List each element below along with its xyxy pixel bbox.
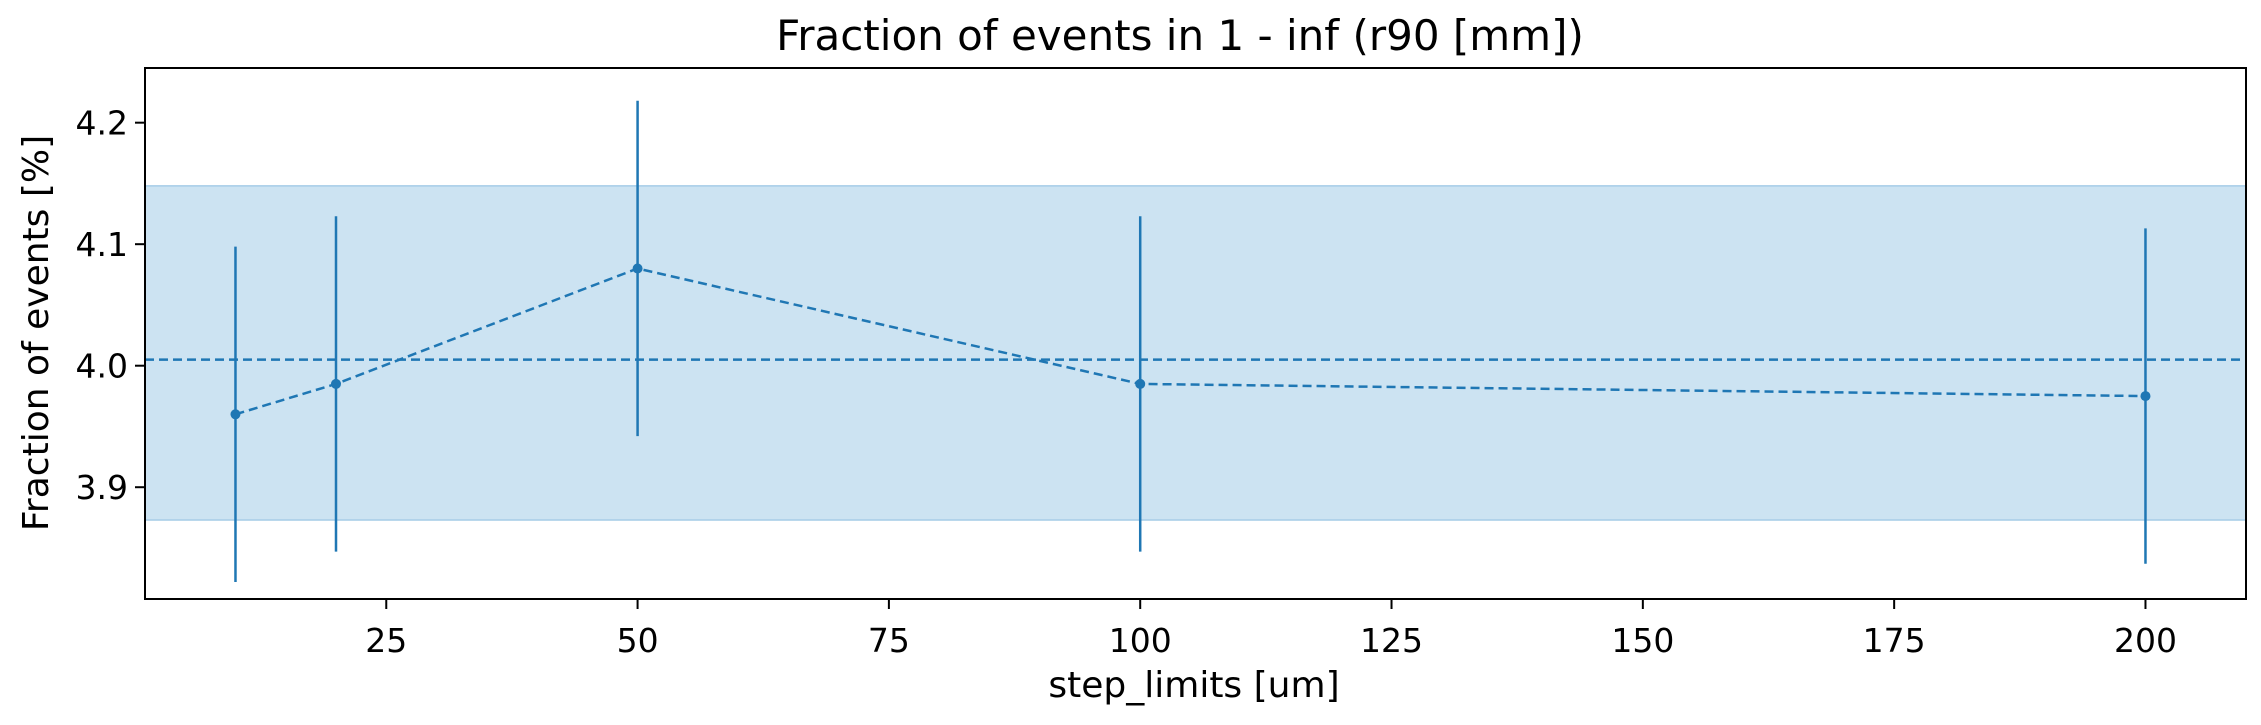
x-tick-label: 150 [1611,621,1674,660]
uncertainty-band [144,185,2247,521]
x-tick-label: 125 [1360,621,1423,660]
y-axis-ticks: 3.9 4.0 4.1 4.2 [76,104,145,507]
y-tick-label: 4.0 [76,347,128,386]
y-axis-label: Fraction of events [%] [16,135,57,531]
data-point [2140,391,2151,402]
x-tick-label: 175 [1863,621,1926,660]
chart-title: Fraction of events in 1 - inf (r90 [mm]) [776,11,1584,60]
y-tick-label: 4.1 [76,225,128,264]
x-tick-label: 50 [617,621,659,660]
x-tick-label: 200 [2114,621,2177,660]
plot-area [144,100,2247,582]
x-axis-ticks: 25 50 75 100 125 150 175 200 [365,599,2177,660]
data-point [1135,378,1146,389]
data-point [632,263,643,274]
axes-frame [144,67,2247,600]
x-axis-label: step_limits [um] [1048,665,1339,706]
data-point [331,378,341,389]
data-point [230,409,241,420]
y-tick-label: 3.9 [76,468,128,507]
x-tick-label: 100 [1109,621,1172,660]
x-tick-label: 75 [868,621,910,660]
x-tick-label: 25 [365,621,407,660]
y-tick-label: 4.2 [76,104,128,143]
